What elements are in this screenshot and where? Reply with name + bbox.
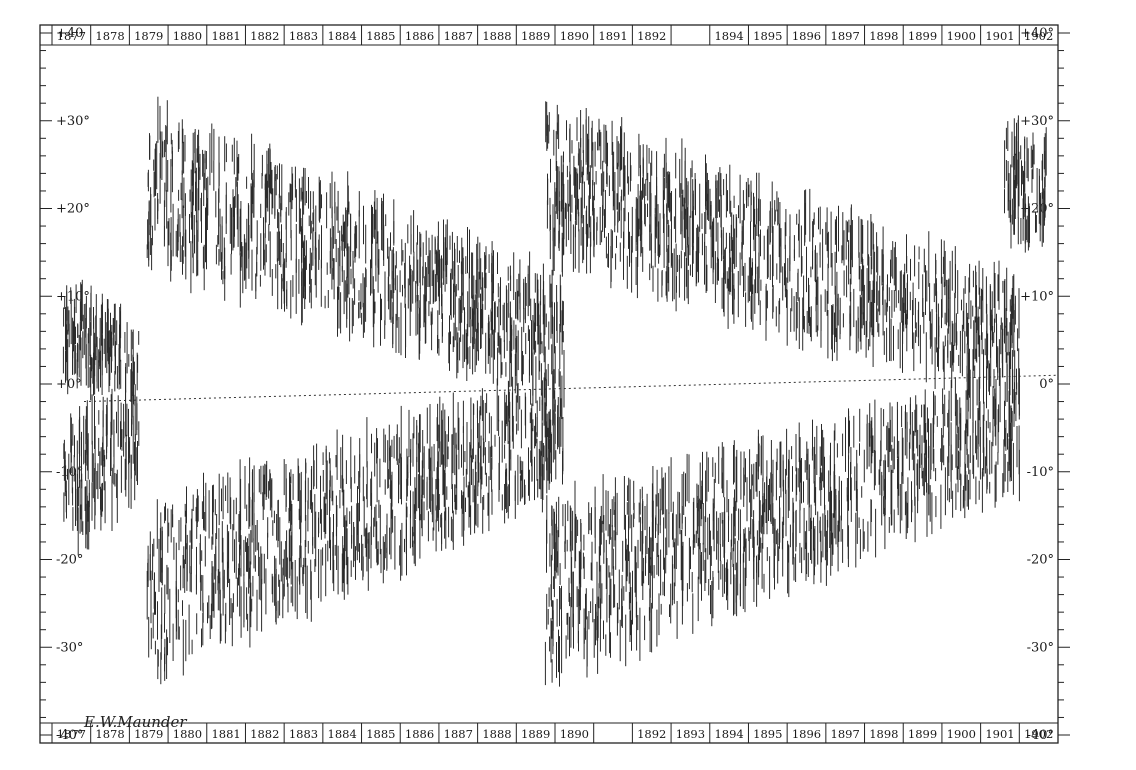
top-year-label: 1892 <box>637 29 666 43</box>
bottom-year-label: 1899 <box>908 727 937 741</box>
top-year-label: 1889 <box>521 29 550 43</box>
right-lat-label: -10° <box>1027 465 1054 480</box>
bottom-year-label: 1894 <box>714 727 743 741</box>
top-year-label: 1878 <box>95 29 124 43</box>
top-year-label: 1888 <box>482 29 511 43</box>
bottom-year-label: 1885 <box>366 727 395 741</box>
top-year-label: 1901 <box>985 29 1014 43</box>
bottom-year-label: 1879 <box>134 727 163 741</box>
bottom-year-label: 1901 <box>985 727 1014 741</box>
bottom-year-label: 1895 <box>753 727 782 741</box>
bottom-year-label: 1893 <box>676 727 705 741</box>
bottom-year-axis: 1877 1878 1879 1880 1881 1882 1883 1884 1885 1886… <box>40 722 1058 743</box>
top-year-axis: 1877 1878 1879 1880 1881 1882 1883 1884 1885 1886… <box>40 25 1058 46</box>
bottom-year-label: 1890 <box>560 727 589 741</box>
left-lat-label: +40 <box>56 26 83 41</box>
top-year-label: 1894 <box>714 29 743 43</box>
top-year-label: 1902 <box>1024 29 1053 43</box>
right-lat-label: -20° <box>1027 553 1054 568</box>
bottom-year-label: 1892 <box>637 727 666 741</box>
top-year-label: 1898 <box>869 29 898 43</box>
bottom-year-label: 1889 <box>521 727 550 741</box>
top-year-label: 1891 <box>598 29 627 43</box>
right-lat-label: -40° <box>1027 728 1054 743</box>
top-year-label: 1881 <box>211 29 240 43</box>
top-year-label: 1890 <box>560 29 589 43</box>
left-lat-label: +20° <box>56 202 90 217</box>
equator-line <box>83 374 1059 403</box>
top-year-label: 1877 <box>57 29 86 43</box>
bottom-year-label: 1900 <box>947 727 976 741</box>
bottom-year-label: 1877 <box>57 727 86 741</box>
left-lat-label: +0° <box>56 377 82 392</box>
left-lat-label: -30° <box>56 640 83 655</box>
bottom-year-label: 1898 <box>869 727 898 741</box>
top-year-label: 1899 <box>908 29 937 43</box>
bottom-year-label: 1887 <box>444 727 473 741</box>
left-lat-label: +30° <box>56 114 90 129</box>
bottom-year-label: 1882 <box>250 727 279 741</box>
top-year-label: 1885 <box>366 29 395 43</box>
top-year-label: 1900 <box>947 29 976 43</box>
bottom-year-label: 1886 <box>405 727 434 741</box>
right-lat-label: +30° <box>1020 114 1054 129</box>
left-lat-label: -10° <box>56 465 83 480</box>
bottom-year-label: 1884 <box>328 727 357 741</box>
left-lat-label: -20° <box>56 553 83 568</box>
left-lat-label: +10° <box>56 289 90 304</box>
bottom-year-label: 1883 <box>289 727 318 741</box>
left-latitude-axis: +40 +30° +20° +10° +0° -10° -20° -30° -40° <box>40 26 90 743</box>
top-year-label: 1896 <box>792 29 821 43</box>
bottom-year-label: 1878 <box>95 727 124 741</box>
bottom-year-label: 1902 <box>1024 727 1053 741</box>
top-year-label: 1895 <box>753 29 782 43</box>
top-year-label: 1882 <box>250 29 279 43</box>
signature: E.W.Maunder <box>83 713 187 731</box>
bottom-year-label: 1897 <box>831 727 860 741</box>
top-year-label: 1887 <box>444 29 473 43</box>
top-year-label: 1880 <box>173 29 202 43</box>
right-lat-label: +40° <box>1020 26 1054 41</box>
top-year-label: 1886 <box>405 29 434 43</box>
top-year-label: 1883 <box>289 29 318 43</box>
right-lat-label: +10° <box>1020 289 1054 304</box>
right-lat-label: 0° <box>1039 377 1054 392</box>
left-lat-label: -40° <box>56 728 83 743</box>
right-lat-label: -30° <box>1027 640 1054 655</box>
bottom-year-label: 1896 <box>792 727 821 741</box>
top-year-label: 1884 <box>328 29 357 43</box>
top-year-label: 1879 <box>134 29 163 43</box>
bottom-year-label: 1880 <box>173 727 202 741</box>
bottom-year-label: 1881 <box>211 727 240 741</box>
sunspot-marks <box>62 96 1047 687</box>
top-year-label: 1897 <box>831 29 860 43</box>
bottom-year-label: 1888 <box>482 727 511 741</box>
